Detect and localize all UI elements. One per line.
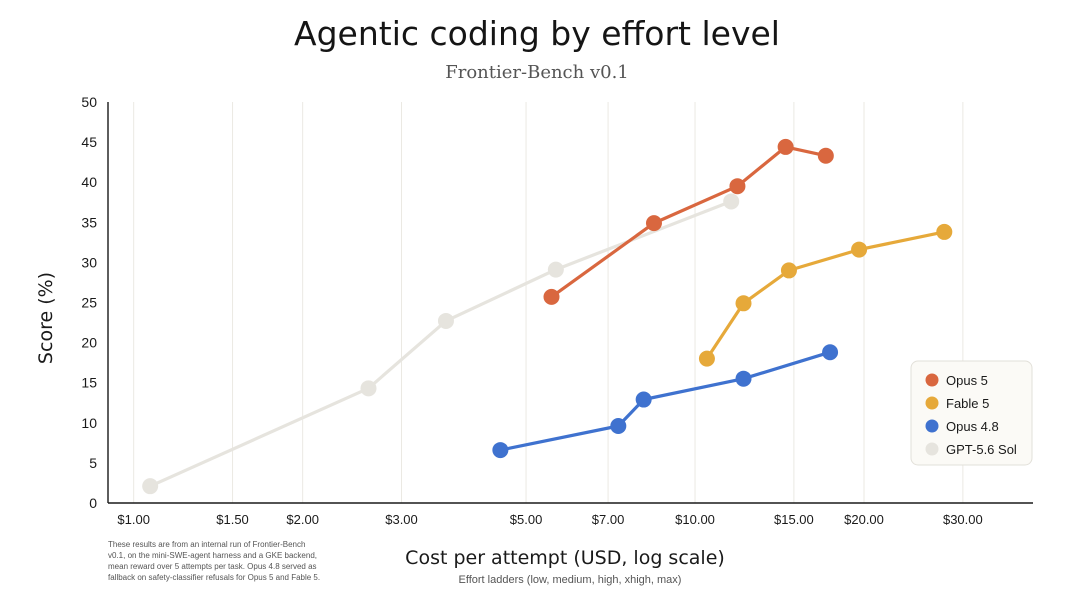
legend-label: Opus 4.8 (946, 419, 999, 434)
legend-label: GPT-5.6 Sol (946, 442, 1017, 457)
x-tick-label: $7.00 (592, 512, 625, 527)
data-point (360, 380, 377, 397)
y-tick-label: 45 (81, 134, 97, 150)
data-point (735, 370, 752, 387)
x-tick-label: $10.00 (675, 512, 715, 527)
chart-title: Agentic coding by effort level (294, 14, 780, 53)
data-point (777, 138, 794, 155)
y-tick-label: 0 (89, 495, 97, 511)
x-axis-label: Cost per attempt (USD, log scale) (405, 547, 725, 569)
legend-box (910, 360, 1033, 466)
x-axis-ticks: $1.00 $1.50 $2.00 $3.00 $5.00 $7.00 $10.00 $15.… (117, 512, 982, 527)
legend: Opus 5 Fable 5 Opus 4.8 GPT-5.6 Sol (910, 360, 1033, 466)
y-tick-label: 35 (81, 214, 97, 230)
data-point (645, 215, 662, 232)
data-point (698, 350, 715, 367)
footnote: These results are from an internal run o… (108, 540, 320, 582)
data-point (735, 295, 752, 312)
x-tick-label: $1.00 (117, 512, 150, 527)
legend-label: Opus 5 (946, 373, 988, 388)
y-tick-label: 50 (81, 94, 97, 110)
data-point (851, 241, 868, 258)
x-tick-label: $5.00 (510, 512, 543, 527)
y-tick-label: 15 (81, 375, 97, 391)
x-tick-label: $2.00 (286, 512, 319, 527)
data-point (723, 193, 740, 210)
series-line (705, 230, 946, 361)
footnote-line: fallback on safety-classifier refusals f… (108, 573, 320, 582)
footnote-line: These results are from an internal run o… (108, 540, 305, 549)
legend-marker (925, 419, 939, 433)
x-tick-label: $1.50 (216, 512, 249, 527)
footnote-line: mean reward over 5 attempts per task. Op… (108, 562, 317, 571)
y-tick-label: 10 (81, 415, 97, 431)
data-point (780, 262, 797, 279)
data-point (142, 478, 159, 495)
series-line (498, 350, 832, 452)
data-point (822, 344, 839, 361)
y-axis-label: Score (%) (35, 272, 57, 364)
x-tick-label: $20.00 (844, 512, 884, 527)
y-tick-label: 30 (81, 254, 97, 270)
data-point (437, 312, 454, 329)
y-tick-label: 25 (81, 295, 97, 311)
y-tick-label: 20 (81, 335, 97, 351)
legend-label: Fable 5 (946, 396, 989, 411)
data-point (936, 223, 953, 240)
series-opus-4-8 (492, 344, 839, 459)
y-tick-label: 5 (89, 455, 97, 471)
data-point (729, 178, 746, 195)
data-point (547, 261, 564, 278)
x-tick-label: $3.00 (385, 512, 418, 527)
axes (107, 102, 1033, 504)
series-gpt-5-6-sol (142, 193, 740, 495)
data-point (543, 288, 560, 305)
data-series (142, 138, 953, 495)
legend-marker (925, 396, 939, 410)
y-axis-ticks: 0 5 10 15 20 25 30 35 40 45 50 (81, 94, 97, 511)
legend-marker (925, 373, 939, 387)
data-point (492, 442, 509, 459)
y-tick-label: 40 (81, 174, 97, 190)
footnote-line: v0.1, on the mini-SWE-agent harness and … (108, 551, 317, 560)
legend-marker (925, 442, 939, 456)
data-point (817, 147, 834, 164)
data-point (610, 418, 627, 435)
series-fable-5 (698, 223, 953, 367)
series-line (148, 199, 733, 488)
x-tick-label: $30.00 (943, 512, 983, 527)
series-opus-5 (543, 138, 834, 305)
x-tick-label: $15.00 (774, 512, 814, 527)
data-point (635, 391, 652, 408)
chart-subtitle: Frontier-Bench v0.1 (445, 62, 629, 83)
x-axis-sublabel: Effort ladders (low, medium, high, xhigh… (459, 574, 682, 586)
